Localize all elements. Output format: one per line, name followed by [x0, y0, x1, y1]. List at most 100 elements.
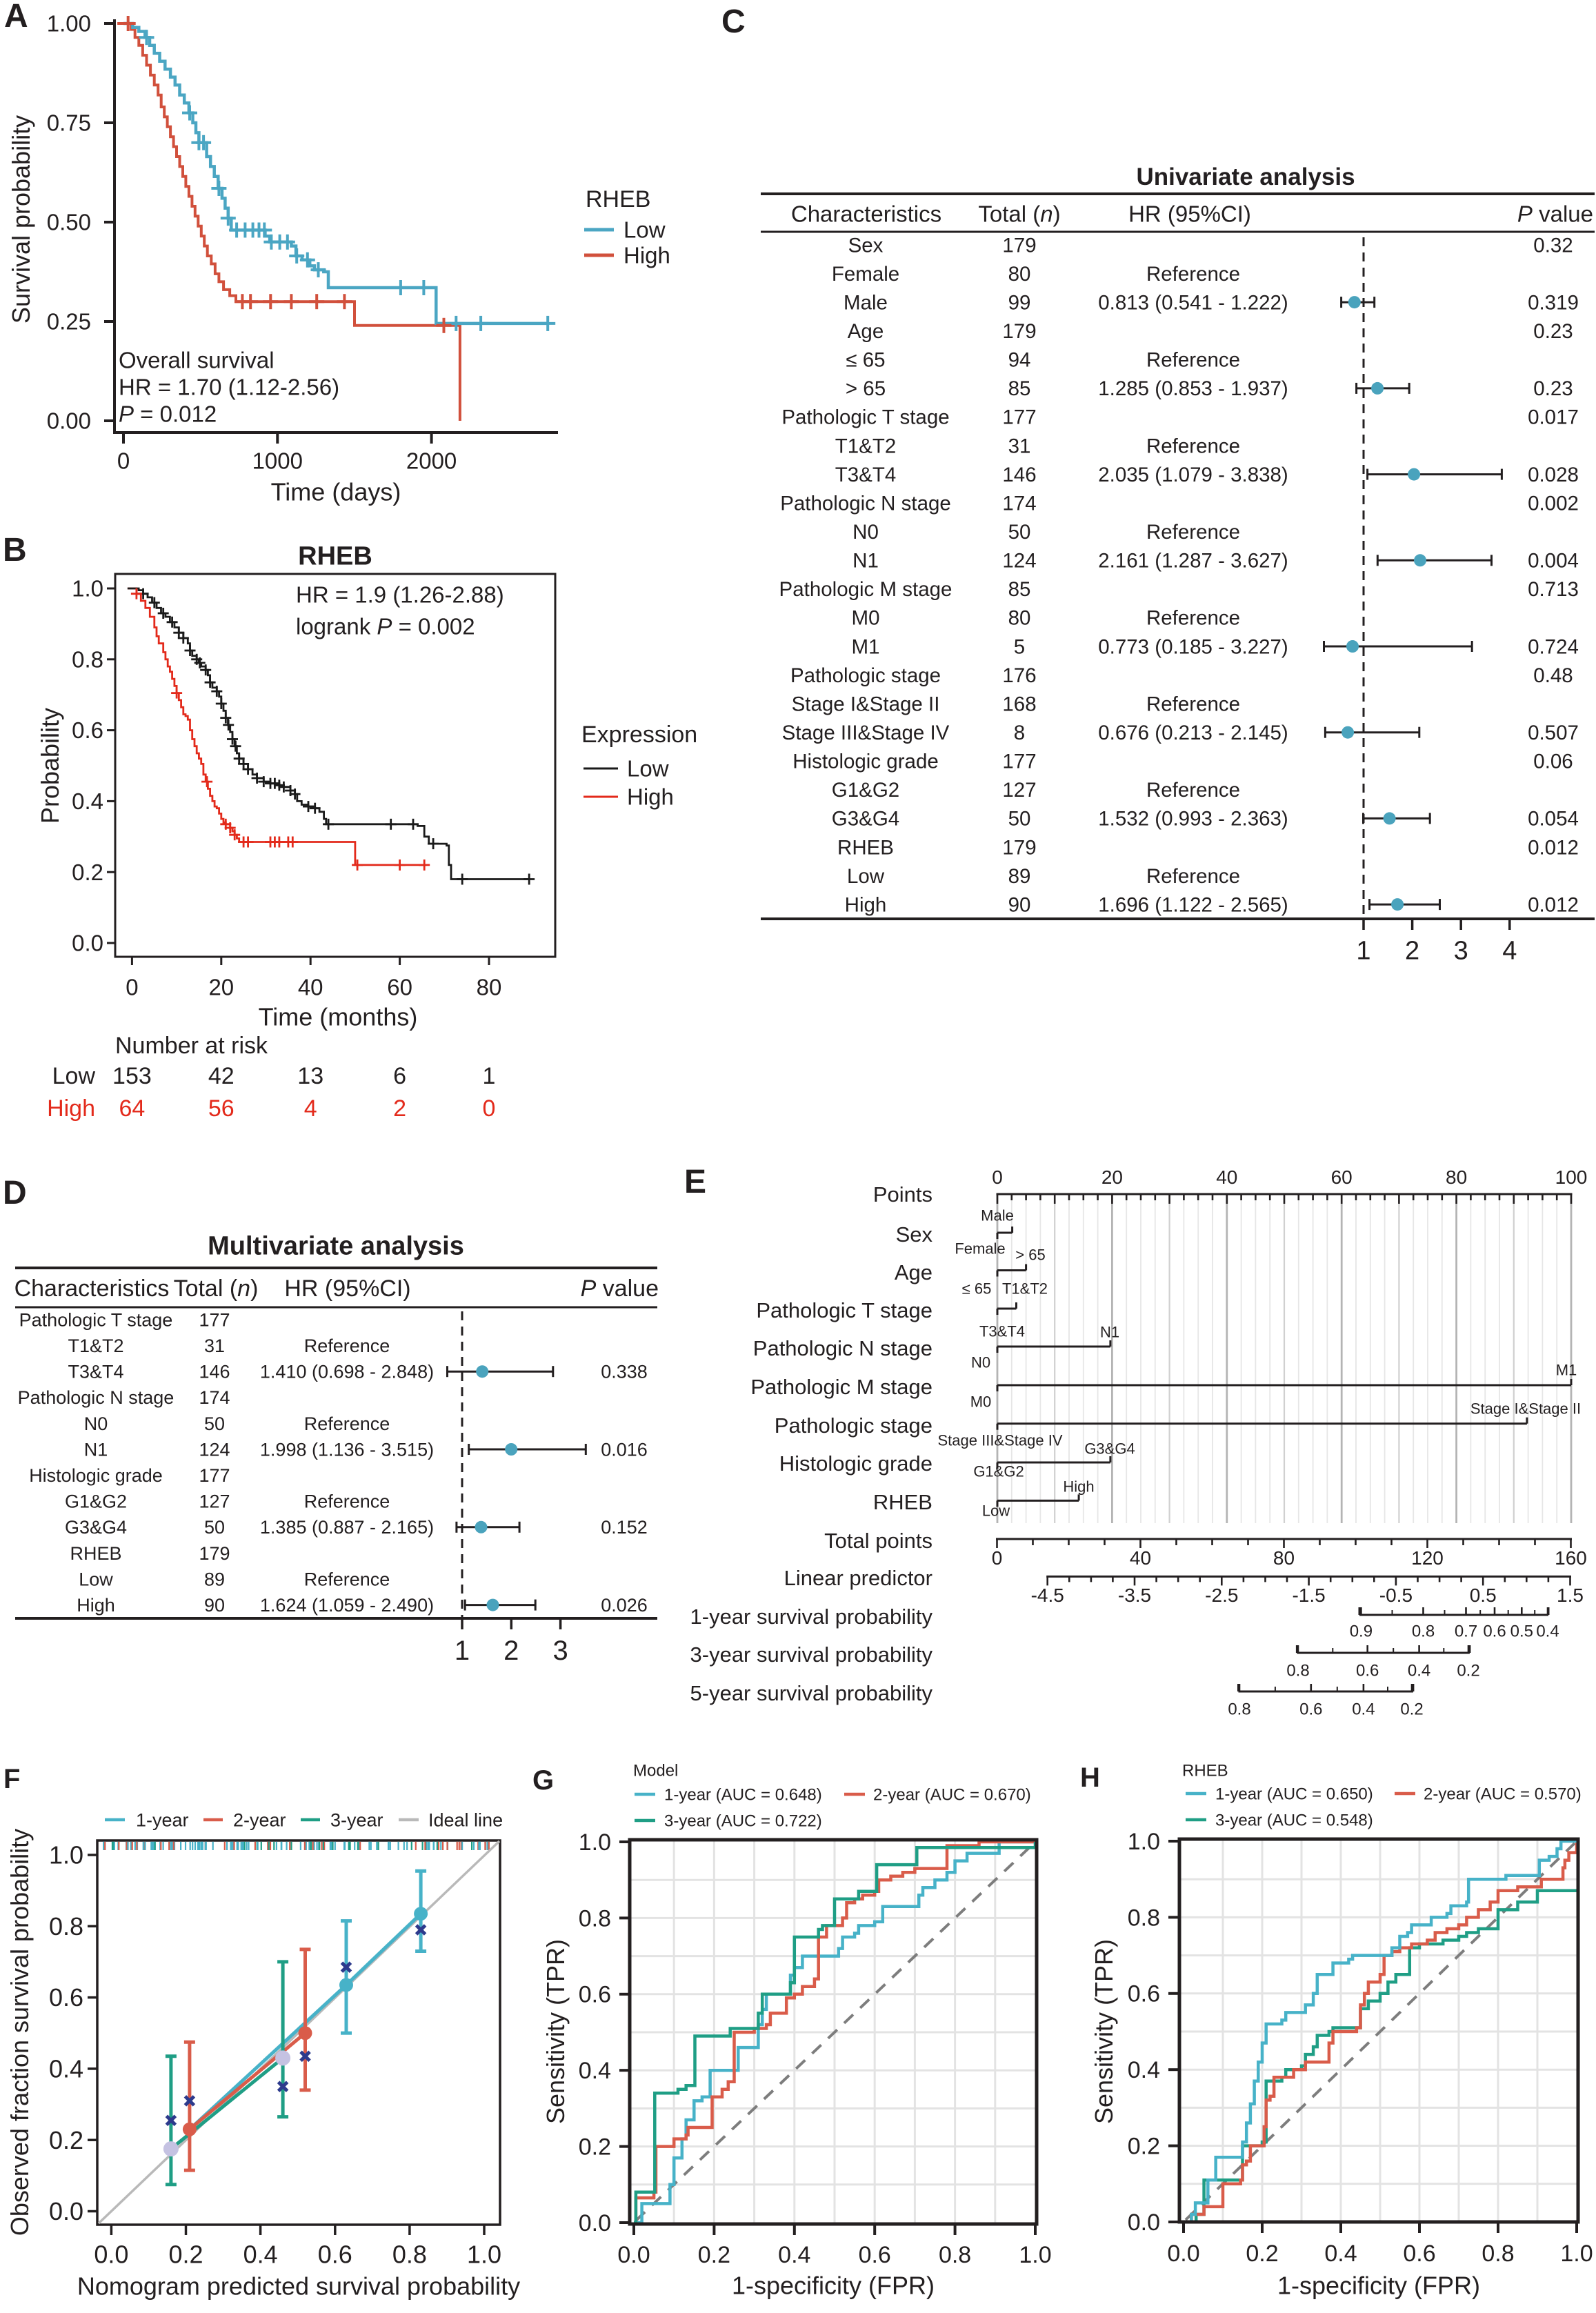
svg-text:0.2: 0.2 — [72, 860, 103, 885]
svg-text:3-year: 3-year — [330, 1809, 383, 1830]
svg-text:0.4: 0.4 — [49, 2055, 83, 2083]
svg-text:Sensitivity (TPR): Sensitivity (TPR) — [541, 1939, 570, 2124]
svg-text:0.319: 0.319 — [1528, 292, 1579, 315]
svg-text:Low: Low — [624, 217, 666, 243]
svg-text:Pathologic T stage: Pathologic T stage — [756, 1298, 932, 1322]
svg-text:0.6: 0.6 — [49, 1983, 83, 2012]
svg-text:0.23: 0.23 — [1533, 377, 1573, 400]
svg-text:3: 3 — [552, 1636, 568, 1666]
svg-text:0.6: 0.6 — [859, 2242, 891, 2268]
svg-text:0.4: 0.4 — [1536, 1622, 1559, 1640]
svg-text:5: 5 — [1014, 635, 1025, 658]
svg-text:60: 60 — [1331, 1167, 1353, 1188]
svg-text:Pathologic M stage: Pathologic M stage — [750, 1375, 932, 1399]
svg-text:42: 42 — [208, 1063, 235, 1089]
svg-text:0: 0 — [483, 1095, 496, 1122]
svg-text:Univariate analysis: Univariate analysis — [1136, 163, 1355, 190]
svg-text:174: 174 — [199, 1387, 230, 1408]
svg-text:1.285 (0.853 - 1.937): 1.285 (0.853 - 1.937) — [1098, 377, 1288, 400]
svg-text:Sensitivity (TPR): Sensitivity (TPR) — [1090, 1939, 1118, 2124]
svg-text:0.8: 0.8 — [1286, 1661, 1309, 1680]
svg-text:146: 146 — [199, 1362, 230, 1382]
svg-text:0.6: 0.6 — [579, 1982, 611, 2008]
svg-text:Pathologic T stage: Pathologic T stage — [781, 406, 949, 429]
svg-text:179: 179 — [1002, 234, 1036, 257]
svg-text:0.8: 0.8 — [1482, 2241, 1514, 2267]
svg-text:0.0: 0.0 — [579, 2210, 611, 2236]
svg-text:F: F — [3, 1764, 20, 1794]
svg-text:94: 94 — [1008, 349, 1031, 372]
svg-text:0.8: 0.8 — [392, 2241, 427, 2269]
svg-text:RHEB: RHEB — [586, 186, 650, 212]
svg-text:20: 20 — [208, 975, 234, 1000]
svg-text:2-year: 2-year — [233, 1809, 286, 1830]
svg-text:1: 1 — [1356, 936, 1370, 965]
svg-text:Sex: Sex — [848, 234, 884, 257]
svg-text:1.0: 1.0 — [72, 576, 103, 602]
svg-text:124: 124 — [199, 1439, 230, 1460]
svg-text:0.028: 0.028 — [1528, 464, 1579, 486]
svg-text:2: 2 — [1405, 936, 1419, 965]
svg-text:Reference: Reference — [304, 1336, 390, 1356]
svg-text:0.0: 0.0 — [94, 2241, 128, 2269]
svg-text:G1&G2: G1&G2 — [973, 1463, 1024, 1480]
svg-text:0.5: 0.5 — [1470, 1585, 1497, 1606]
svg-text:High: High — [1063, 1478, 1094, 1496]
svg-text:85: 85 — [1008, 578, 1031, 601]
svg-text:Low: Low — [627, 756, 669, 782]
svg-text:N1: N1 — [1100, 1324, 1119, 1341]
svg-text:HR (95%CI): HR (95%CI) — [1128, 201, 1251, 227]
svg-text:1.0: 1.0 — [579, 1829, 611, 1856]
svg-text:89: 89 — [1008, 865, 1031, 888]
svg-text:80: 80 — [1273, 1547, 1295, 1569]
svg-text:0.5: 0.5 — [1510, 1622, 1533, 1640]
svg-text:0: 0 — [117, 448, 130, 474]
svg-text:Reference: Reference — [304, 1413, 390, 1434]
svg-text:0.4: 0.4 — [1352, 1700, 1375, 1718]
svg-text:174: 174 — [1002, 493, 1036, 515]
svg-text:Pathologic stage: Pathologic stage — [790, 664, 941, 687]
svg-text:2.035 (1.079 - 3.838): 2.035 (1.079 - 3.838) — [1098, 464, 1288, 486]
svg-text:20: 20 — [1101, 1167, 1123, 1188]
svg-text:176: 176 — [1002, 664, 1036, 687]
svg-text:G1&G2: G1&G2 — [65, 1491, 127, 1512]
svg-text:1000: 1000 — [252, 448, 303, 474]
svg-text:N0: N0 — [84, 1413, 108, 1434]
svg-text:0.6: 0.6 — [1128, 1981, 1160, 2007]
svg-text:40: 40 — [298, 975, 323, 1000]
svg-text:G3&G4: G3&G4 — [65, 1517, 127, 1538]
svg-text:1.624 (1.059 - 2.490): 1.624 (1.059 - 2.490) — [260, 1595, 434, 1616]
svg-text:Ideal line: Ideal line — [428, 1809, 503, 1830]
svg-text:Pathologic N stage: Pathologic N stage — [780, 493, 951, 515]
svg-text:Model: Model — [633, 1761, 678, 1780]
svg-text:13: 13 — [297, 1063, 323, 1089]
svg-text:Low: Low — [52, 1063, 96, 1089]
svg-text:31: 31 — [204, 1336, 225, 1356]
svg-text:100: 100 — [1555, 1167, 1588, 1188]
svg-text:0: 0 — [992, 1167, 1003, 1188]
svg-text:logrank P = 0.002: logrank P = 0.002 — [296, 614, 475, 639]
svg-text:31: 31 — [1008, 435, 1031, 457]
svg-text:N0: N0 — [852, 521, 879, 544]
svg-text:50: 50 — [204, 1517, 225, 1538]
svg-text:0.6: 0.6 — [72, 717, 103, 743]
svg-text:High: High — [627, 784, 674, 810]
svg-text:Pathologic N stage: Pathologic N stage — [753, 1336, 932, 1360]
svg-text:89: 89 — [204, 1569, 225, 1589]
svg-text:Time (months): Time (months) — [259, 1003, 418, 1031]
svg-text:0.338: 0.338 — [601, 1362, 648, 1382]
svg-text:T1&T2: T1&T2 — [68, 1336, 123, 1356]
svg-text:RHEB: RHEB — [1182, 1761, 1228, 1780]
svg-text:HR (95%CI): HR (95%CI) — [284, 1275, 410, 1302]
svg-text:Pathologic stage: Pathologic stage — [775, 1413, 932, 1438]
svg-text:High: High — [77, 1595, 115, 1616]
svg-text:Total points: Total points — [824, 1529, 932, 1553]
svg-text:Age: Age — [895, 1260, 932, 1284]
svg-text:High: High — [845, 893, 887, 916]
svg-text:0.152: 0.152 — [601, 1517, 648, 1538]
svg-text:-2.5: -2.5 — [1205, 1585, 1238, 1606]
svg-text:Reference: Reference — [1146, 435, 1240, 457]
svg-text:Histologic grade: Histologic grade — [29, 1465, 163, 1486]
svg-text:64: 64 — [119, 1095, 145, 1122]
svg-text:177: 177 — [199, 1465, 230, 1486]
